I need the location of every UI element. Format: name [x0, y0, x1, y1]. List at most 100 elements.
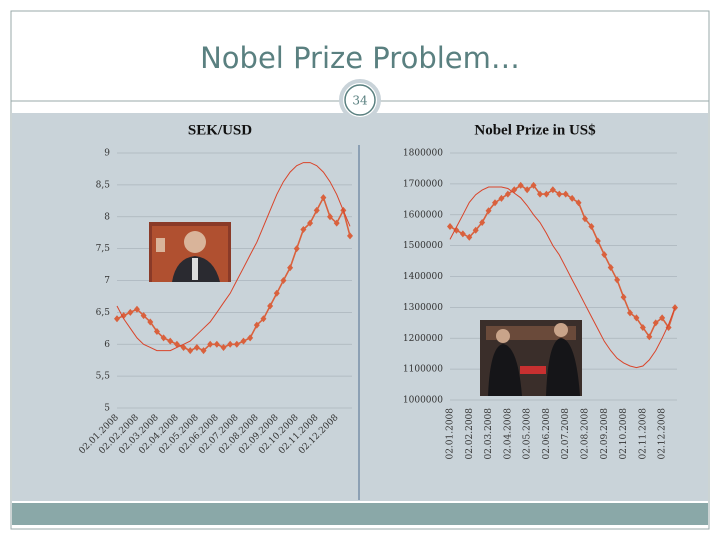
data-point	[627, 309, 633, 317]
y-tick-label: 1100000	[403, 365, 443, 375]
data-point	[594, 237, 601, 245]
data-point	[639, 323, 646, 331]
data-point	[287, 264, 294, 272]
data-point	[187, 347, 194, 355]
y-tick-label: 8,5	[96, 180, 111, 190]
data-point	[537, 190, 543, 198]
y-tick-label: 9	[104, 149, 110, 159]
x-tick-label: 02.02.2008	[465, 408, 475, 460]
data-point	[300, 226, 307, 233]
chart-title: SEK/USD	[188, 122, 252, 138]
data-point	[517, 181, 524, 189]
chart-title: Nobel Prize in US$	[474, 122, 596, 138]
data-point	[220, 343, 227, 351]
photo-ceremony	[480, 320, 582, 396]
data-point	[313, 206, 320, 214]
data-point	[307, 219, 314, 227]
data-point	[147, 318, 154, 326]
data-point	[472, 226, 479, 234]
data-point	[556, 190, 563, 198]
y-tick-label: 1200000	[403, 334, 443, 344]
data-point	[498, 194, 505, 202]
data-point	[133, 305, 140, 313]
y-tick-label: 7,5	[96, 244, 111, 254]
data-point	[453, 226, 460, 234]
x-tick-label: 02.05.2008	[523, 408, 533, 460]
data-point	[160, 334, 167, 342]
y-tick-label: 1700000	[403, 179, 443, 189]
data-point	[240, 337, 247, 345]
data-point	[227, 340, 234, 348]
y-tick-label: 8	[104, 212, 110, 222]
photo-krugman	[149, 222, 231, 282]
data-point	[504, 190, 511, 198]
data-point	[582, 215, 588, 223]
x-tick-label: 02.07.2008	[561, 408, 571, 460]
trend-line	[116, 162, 351, 352]
data-point	[633, 314, 640, 322]
x-tick-label: 02.10.2008	[619, 408, 629, 460]
trend-line	[449, 186, 676, 369]
data-point	[140, 312, 147, 320]
data-point	[485, 207, 492, 215]
data-point	[280, 277, 287, 284]
data-point	[267, 302, 274, 310]
data-point	[167, 337, 174, 345]
data-point	[333, 219, 340, 227]
data-point	[588, 222, 595, 230]
y-tick-label: 5,5	[96, 372, 111, 382]
data-point	[459, 230, 466, 238]
y-tick-label: 1500000	[403, 241, 443, 251]
data-point	[273, 289, 280, 297]
data-point	[247, 334, 254, 342]
x-tick-label: 02.12.2008	[658, 408, 668, 460]
y-tick-label: 5	[104, 404, 110, 414]
data-point	[601, 251, 608, 259]
data-point	[233, 340, 240, 348]
data-point	[153, 328, 160, 335]
data-point	[620, 293, 627, 301]
data-point	[614, 276, 621, 284]
data-point	[320, 194, 327, 202]
data-point	[524, 186, 531, 194]
y-tick-label: 6,5	[96, 308, 111, 318]
data-point	[466, 233, 473, 241]
data-point	[492, 199, 498, 207]
data-point	[575, 199, 582, 207]
data-point	[120, 312, 127, 320]
x-tick-label: 02.09.2008	[600, 408, 610, 460]
data-point	[646, 333, 653, 341]
y-tick-label: 6	[104, 340, 110, 350]
data-point	[543, 190, 550, 198]
data-point	[659, 314, 666, 322]
data-point	[652, 319, 659, 327]
data-point	[327, 213, 334, 221]
x-tick-label: 02.08.2008	[581, 408, 591, 460]
data-point	[207, 340, 214, 348]
data-point	[260, 315, 267, 323]
data-point	[347, 232, 353, 240]
data-point	[193, 343, 200, 351]
y-tick-label: 1800000	[403, 149, 443, 159]
x-tick-label: 02.04.2008	[503, 408, 513, 460]
y-tick-label: 1300000	[403, 303, 443, 313]
data-point	[200, 347, 207, 355]
data-point	[447, 222, 453, 230]
page-badge-ring	[344, 84, 376, 116]
data-point	[213, 340, 220, 348]
x-tick-label: 02.11.2008	[638, 408, 648, 460]
data-point	[127, 308, 134, 316]
data-point	[665, 323, 672, 331]
data-point	[479, 218, 486, 226]
y-tick-label: 1600000	[403, 210, 443, 220]
data-point	[173, 340, 180, 348]
y-tick-label: 7	[104, 276, 110, 286]
y-tick-label: 1400000	[403, 272, 443, 282]
footer-bar	[12, 503, 708, 525]
x-tick-label: 02.06.2008	[542, 408, 552, 460]
x-tick-label: 02.03.2008	[484, 408, 494, 460]
y-tick-label: 1000000	[403, 396, 443, 406]
data-point	[180, 343, 187, 351]
slide-title: Nobel Prize Problem…	[200, 41, 520, 75]
